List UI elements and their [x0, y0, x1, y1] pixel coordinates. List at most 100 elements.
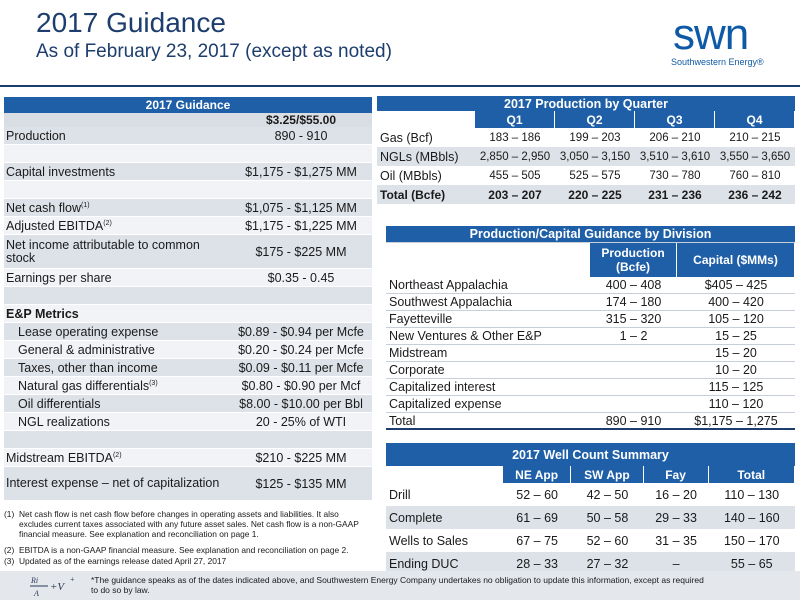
footnote-ref: (3): [149, 379, 158, 387]
well-count-value: 42 – 50: [586, 487, 629, 502]
guidance-row: Interest expense – net of capitalization…: [4, 467, 372, 501]
well-count-row: Wells to Sales 67 – 75 52 – 60 31 – 35 150 –…: [386, 529, 795, 552]
well-count-table: 2017 Well Count Summary NE App SW App Fay T…: [386, 443, 795, 575]
row-label: Fayetteville: [386, 311, 590, 328]
production-value: 210 – 215: [729, 131, 781, 144]
guidance-value: $125 - $135 MM: [230, 467, 372, 501]
guidance-table: 2017 Guidance $3.25/$55.00 Production 890…: [4, 97, 372, 501]
guidance-row: General & administrative $0.20 - $0.24 pe…: [4, 341, 372, 359]
division-row: Capitalized interest 115 – 125: [386, 379, 795, 396]
row-label: Wells to Sales: [389, 533, 468, 548]
logo-wordmark: swn: [673, 10, 749, 59]
guidance-row: Production 890 - 910: [4, 127, 372, 145]
guidance-value: $1,175 - $1,225 MM: [230, 217, 372, 235]
guidance-table-title: 2017 Guidance: [4, 97, 372, 113]
guidance-row: Midstream EBITDA(2) $210 - $225 MM: [4, 449, 372, 467]
guidance-value: 890 - 910: [230, 127, 372, 145]
well-count-value: 31 – 35: [655, 533, 697, 548]
row-label: Capital investments: [4, 163, 230, 181]
division-capital: 15 – 25: [677, 328, 795, 345]
division-table-title: Production/Capital Guidance by Division: [386, 226, 795, 243]
guidance-row: Net income attributable to common stock $…: [4, 235, 372, 269]
svg-text:Ri: Ri: [30, 576, 38, 585]
guidance-row: Earnings per share $0.35 - 0.45: [4, 269, 372, 287]
footnote-number: (1): [4, 509, 15, 519]
production-value: 236 – 242: [715, 185, 795, 204]
division-row: Corporate 10 – 20: [386, 362, 795, 379]
price-deck: $3.25/$55.00: [230, 113, 372, 127]
production-by-quarter-table: 2017 Production by Quarter Q1 Q2 Q3 Q4 Gas …: [377, 96, 795, 204]
guidance-value: $175 - $225 MM: [230, 235, 372, 269]
division-production: 400 – 408: [590, 277, 677, 294]
well-count-value: 67 – 75: [516, 533, 558, 548]
row-label: New Ventures & Other E&P: [386, 328, 590, 345]
well-count-header: Fay: [643, 466, 709, 483]
row-label: Corporate: [386, 362, 590, 379]
well-count-value: 16 – 20: [655, 487, 697, 502]
well-count-value: 50 – 58: [571, 506, 644, 529]
division-capital: 105 – 120: [677, 311, 795, 328]
guidance-row: Net cash flow(1) $1,075 - $1,125 MM: [4, 199, 372, 217]
guidance-value: 20 - 25% of WTI: [230, 413, 372, 431]
guidance-value: [230, 287, 372, 305]
well-count-value: 110 – 130: [724, 487, 780, 502]
guidance-row: Oil differentials $8.00 - $10.00 per Bbl: [4, 395, 372, 413]
well-count-header: SW App: [571, 466, 644, 483]
row-label: [4, 431, 230, 449]
row-label: [4, 287, 230, 305]
division-capital: $1,175 – 1,275: [677, 413, 795, 430]
header-divider: [0, 85, 800, 87]
division-guidance-table: Production/Capital Guidance by Division …: [386, 226, 795, 430]
production-table-title: 2017 Production by Quarter: [377, 96, 795, 111]
division-production: 174 – 180: [590, 294, 677, 311]
production-value: 3,510 – 3,610: [635, 147, 715, 166]
row-label: Natural gas differentials(3): [4, 377, 230, 395]
quarter-header: Q1: [475, 111, 555, 128]
guidance-value: $0.09 - $0.11 per Mcfe: [230, 359, 372, 377]
guidance-row: Natural gas differentials(3) $0.80 - $0.9…: [4, 377, 372, 395]
formula-logo-icon: Ri A +V +: [30, 575, 75, 598]
well-count-value: 28 – 33: [503, 552, 572, 575]
well-count-row: Ending DUC 28 – 33 27 – 32–55 – 65: [386, 552, 795, 575]
page-title: 2017 Guidance: [36, 7, 226, 38]
footnote-ref: (2): [103, 219, 112, 227]
division-production: 890 – 910: [590, 413, 677, 430]
row-label: [4, 145, 230, 163]
guidance-value: $1,175 - $1,275 MM: [230, 163, 372, 181]
row-label: Net income attributable to common stock: [4, 235, 230, 269]
row-label: Taxes, other than income: [4, 359, 230, 377]
well-count-row: Complete 61 – 69 50 – 58 29 – 33 140 – 160: [386, 506, 795, 529]
guidance-value: [230, 145, 372, 163]
row-label: Oil (MBbls): [380, 168, 442, 183]
division-row: Capitalized expense 110 – 120: [386, 396, 795, 413]
division-capital: 110 – 120: [677, 396, 795, 413]
guidance-row: Lease operating expense $0.89 - $0.94 per…: [4, 323, 372, 341]
guidance-row: [4, 287, 372, 305]
division-production: [590, 396, 677, 413]
guidance-value: [230, 181, 372, 199]
row-label: Midstream: [386, 345, 590, 362]
guidance-row: Adjusted EBITDA(2) $1,175 - $1,225 MM: [4, 217, 372, 235]
production-value: 203 – 207: [475, 185, 555, 204]
well-count-value: 140 – 160: [708, 506, 795, 529]
well-count-value: 52 – 60: [586, 533, 629, 548]
guidance-value: [230, 431, 372, 449]
row-label: Interest expense – net of capitalization: [4, 467, 230, 501]
row-label: Midstream EBITDA(2): [4, 449, 230, 467]
quarter-header: Q3: [635, 111, 715, 128]
row-label: Oil differentials: [4, 395, 230, 413]
division-capital: 115 – 125: [677, 379, 795, 396]
row-label: Southwest Appalachia: [386, 294, 590, 311]
guidance-row: Capital investments $1,175 - $1,275 MM: [4, 163, 372, 181]
svg-text:+: +: [70, 575, 75, 584]
quarter-header: Q2: [555, 111, 635, 128]
well-count-value: 52 – 60: [516, 487, 558, 502]
production-row: NGLs (MBbls) 2,850 – 2,950 3,050 – 3,150 3,…: [377, 147, 795, 166]
production-row: Total (Bcfe) 203 – 207 220 – 225 231 – 236 2…: [377, 185, 795, 204]
well-count-row: Drill 52 – 60 42 – 50 16 – 20 110 – 130: [386, 483, 795, 506]
well-count-value: –: [643, 552, 709, 575]
well-count-value: 29 – 33: [643, 506, 709, 529]
production-value: 455 – 505: [489, 169, 541, 182]
division-capital: 15 – 20: [677, 345, 795, 362]
guidance-value: $0.80 - $0.90 per Mcf: [230, 377, 372, 395]
